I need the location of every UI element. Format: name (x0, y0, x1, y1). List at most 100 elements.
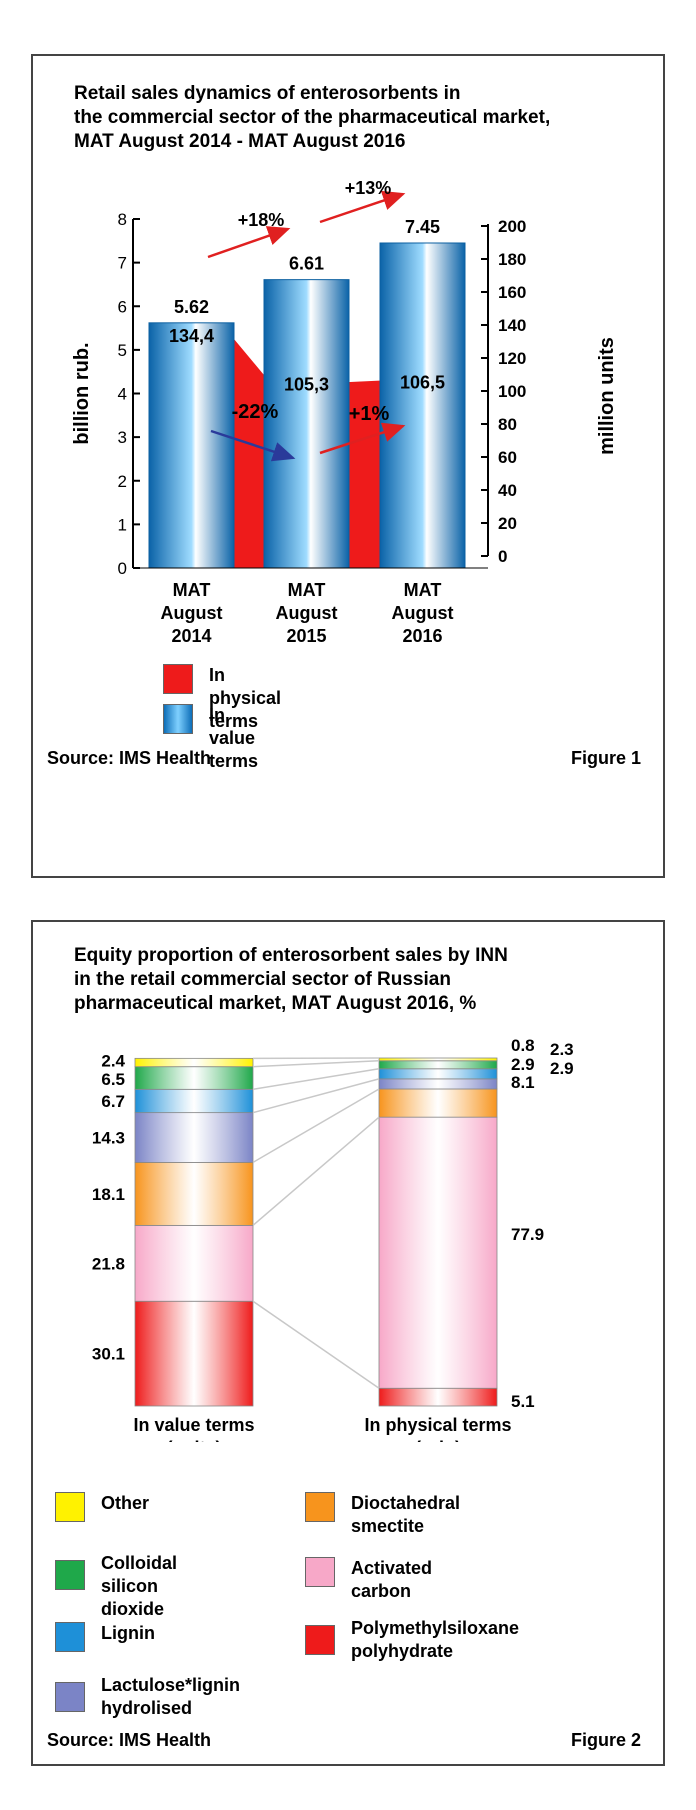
connector-line (252, 1068, 380, 1091)
figure-1-title-line: the commercial sector of the pharmaceuti… (74, 107, 551, 128)
legend-swatch (55, 1622, 85, 1652)
y-tick-label: 2 (118, 472, 127, 491)
stack-segment (378, 1387, 498, 1407)
right-segment-label: 2.9 (511, 1055, 535, 1074)
legend-label-line: Activated carbon (351, 1558, 433, 1601)
y2-tick-label: 40 (498, 481, 517, 500)
stack-segment (134, 1057, 254, 1068)
y-tick-label: 6 (118, 297, 127, 316)
legend-label: Colloidal silicon dioxide (101, 1552, 177, 1621)
legend-label: Dioctahedral smectite (351, 1492, 460, 1538)
figure-1-panel: Retail sales dynamics of enterosorbents … (31, 54, 665, 878)
decline-arrow (210, 429, 296, 462)
right-segment-label: 2.9 (550, 1059, 574, 1078)
stack-segment (134, 1161, 254, 1226)
value-bar (379, 242, 466, 569)
category-label: August (161, 603, 223, 623)
connector-line (252, 1116, 380, 1226)
category-label: MAT (288, 580, 326, 600)
y-tick-label: 8 (118, 210, 127, 229)
y-tick-label: 1 (118, 515, 127, 534)
legend-item: Activated carbon (305, 1557, 432, 1603)
legend-label-line: polyhydrate (351, 1641, 454, 1661)
legend-item: Dioctahedral smectite (305, 1492, 460, 1538)
figure-1-chart: 5.62134,46.61105,37.45106,50123456780204… (71, 178, 618, 646)
legend-label-physical: In physical terms (209, 665, 282, 731)
legend-swatch-physical (163, 664, 193, 694)
category-label: 2015 (286, 626, 326, 646)
physical-area-2015-2016 (345, 380, 386, 568)
y2-tick-label: 60 (498, 448, 517, 467)
physical-value-label: 134,4 (169, 326, 214, 346)
figure-1-title-line: MAT August 2014 - MAT August 2016 (74, 131, 406, 152)
left-segment-label: 14.3 (92, 1129, 125, 1148)
legend-item: Colloidal silicon dioxide (55, 1552, 177, 1621)
legend-swatch (305, 1625, 335, 1655)
y-tick-label: 0 (118, 559, 127, 578)
figure-2-chart: 30.121.818.114.36.76.52.45.177.98.12.9 2.… (92, 1036, 574, 1442)
legend-label-line: Polymethylsiloxane (351, 1618, 520, 1638)
y-tick-label: 7 (118, 254, 127, 273)
legend-swatch (55, 1492, 85, 1522)
connector-line (252, 1078, 380, 1114)
y2-tick-label: 20 (498, 514, 517, 533)
figure-1-label: Figure 1 (570, 748, 641, 768)
physical-value-label: 105,3 (284, 374, 329, 394)
figure-2-title-line: in the retail commercial sector of Russi… (74, 969, 451, 990)
category-label: (units) (167, 1438, 222, 1442)
left-segment-label: 30.1 (92, 1345, 125, 1364)
stack-segment (378, 1116, 498, 1389)
growth-arrow (207, 226, 291, 259)
annotation-label: +13% (345, 178, 392, 198)
legend-swatch-value (163, 704, 193, 734)
category-label: 2014 (171, 626, 211, 646)
legend-swatch (305, 1557, 335, 1587)
figure-2-title: Equity proportion of enterosorbent sales… (74, 944, 508, 1016)
legend-swatch (55, 1560, 85, 1590)
stack-segment (134, 1300, 254, 1407)
legend-label-line: Colloidal silicon (101, 1553, 177, 1596)
category-label: 2016 (402, 626, 442, 646)
left-segment-label: 18.1 (92, 1185, 125, 1204)
y2-tick-label: 140 (498, 316, 526, 335)
legend-label: Lignin (101, 1622, 155, 1645)
right-segment-label: 8.1 (511, 1073, 535, 1092)
value-bar-label: 5.62 (174, 297, 209, 317)
y2-tick-label: 100 (498, 382, 526, 401)
annotation-label: +1% (349, 403, 390, 425)
category-label: In physical terms (364, 1415, 511, 1435)
legend-label-line: Lactulose*lignin (101, 1675, 241, 1695)
category-label: August (276, 603, 338, 623)
stack-segment (378, 1068, 498, 1080)
legend-label-line: dioxide (101, 1599, 165, 1619)
y2-axis-title: million units (596, 337, 618, 455)
category-label: MAT (173, 580, 211, 600)
legend-label-value: In value terms (209, 705, 259, 771)
y2-tick-label: 200 (498, 217, 526, 236)
y2-tick-label: 120 (498, 349, 526, 368)
category-label: In value terms (133, 1415, 254, 1435)
figure-2-panel: Equity proportion of enterosorbent sales… (31, 920, 665, 1766)
right-segment-label: 5.1 (511, 1392, 535, 1411)
growth-arrow (319, 422, 406, 455)
legend-item-physical: In physical terms (163, 664, 281, 733)
value-bar-label: 7.45 (405, 217, 440, 237)
figure-2-source: Source: IMS Health (47, 1730, 212, 1750)
figure-2-title-line: Equity proportion of enterosorbent sales… (74, 945, 508, 966)
right-segment-label: 77.9 (511, 1225, 544, 1244)
left-segment-label: 2.4 (101, 1052, 125, 1071)
stack-segment (134, 1088, 254, 1114)
legend-label-line: Dioctahedral smectite (351, 1493, 461, 1536)
y-tick-label: 3 (118, 428, 127, 447)
y2-tick-label: 180 (498, 250, 526, 269)
legend-label: Activated carbon (351, 1557, 432, 1603)
y-axis-title: billion rub. (71, 342, 93, 444)
physical-area-2014-2015 (230, 334, 270, 568)
physical-value-label: 106,5 (400, 372, 445, 392)
category-label: August (392, 603, 454, 623)
right-segment-label: 2.3 (550, 1040, 574, 1059)
stack-segment (378, 1078, 498, 1090)
y2-tick-label: 160 (498, 283, 526, 302)
stack-segment (378, 1060, 498, 1070)
legend-item: Polymethylsiloxane polyhydrate (305, 1617, 519, 1663)
